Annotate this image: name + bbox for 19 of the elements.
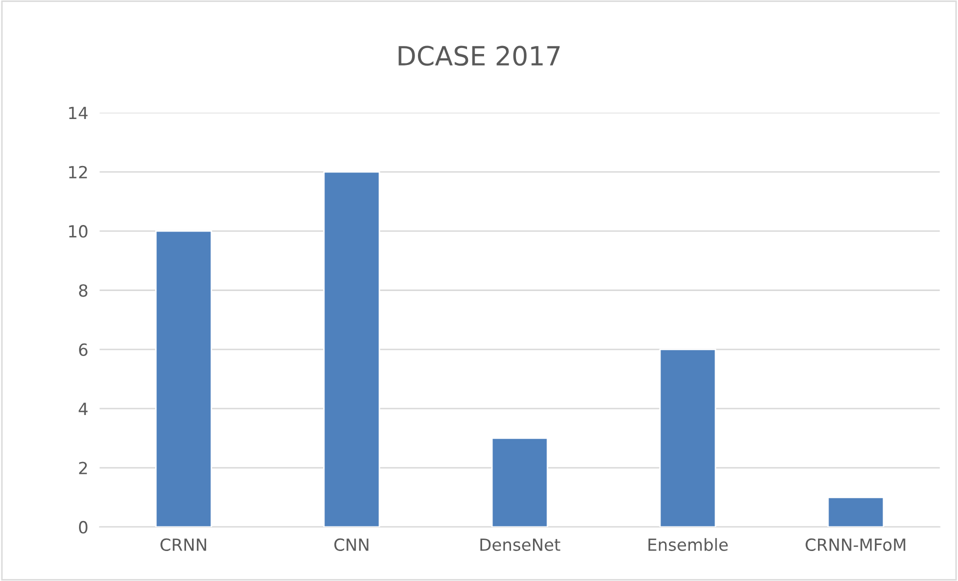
bar bbox=[659, 348, 716, 527]
bar bbox=[491, 438, 548, 527]
y-tick-label: 10 bbox=[69, 225, 88, 238]
x-tick-label: Ensemble bbox=[648, 538, 728, 551]
bar bbox=[323, 171, 380, 527]
y-tick-label: 2 bbox=[79, 462, 87, 474]
x-tick-label: CNN bbox=[334, 538, 368, 551]
y-tick-label: 12 bbox=[69, 166, 87, 178]
y-tick-label: 8 bbox=[79, 284, 88, 297]
y-tick-label: 6 bbox=[79, 343, 88, 356]
chart-title: DCASE 2017 bbox=[398, 46, 560, 66]
y-tick-label: 4 bbox=[78, 402, 88, 415]
bar bbox=[827, 496, 884, 527]
x-tick-label: CRNN bbox=[160, 538, 206, 551]
x-tick-label: CRNN-MFoM bbox=[806, 538, 906, 551]
y-tick-label: 14 bbox=[69, 106, 88, 120]
y-tick-label: 0 bbox=[79, 520, 88, 534]
x-tick-label: DenseNet bbox=[480, 538, 560, 551]
bar bbox=[155, 230, 212, 527]
